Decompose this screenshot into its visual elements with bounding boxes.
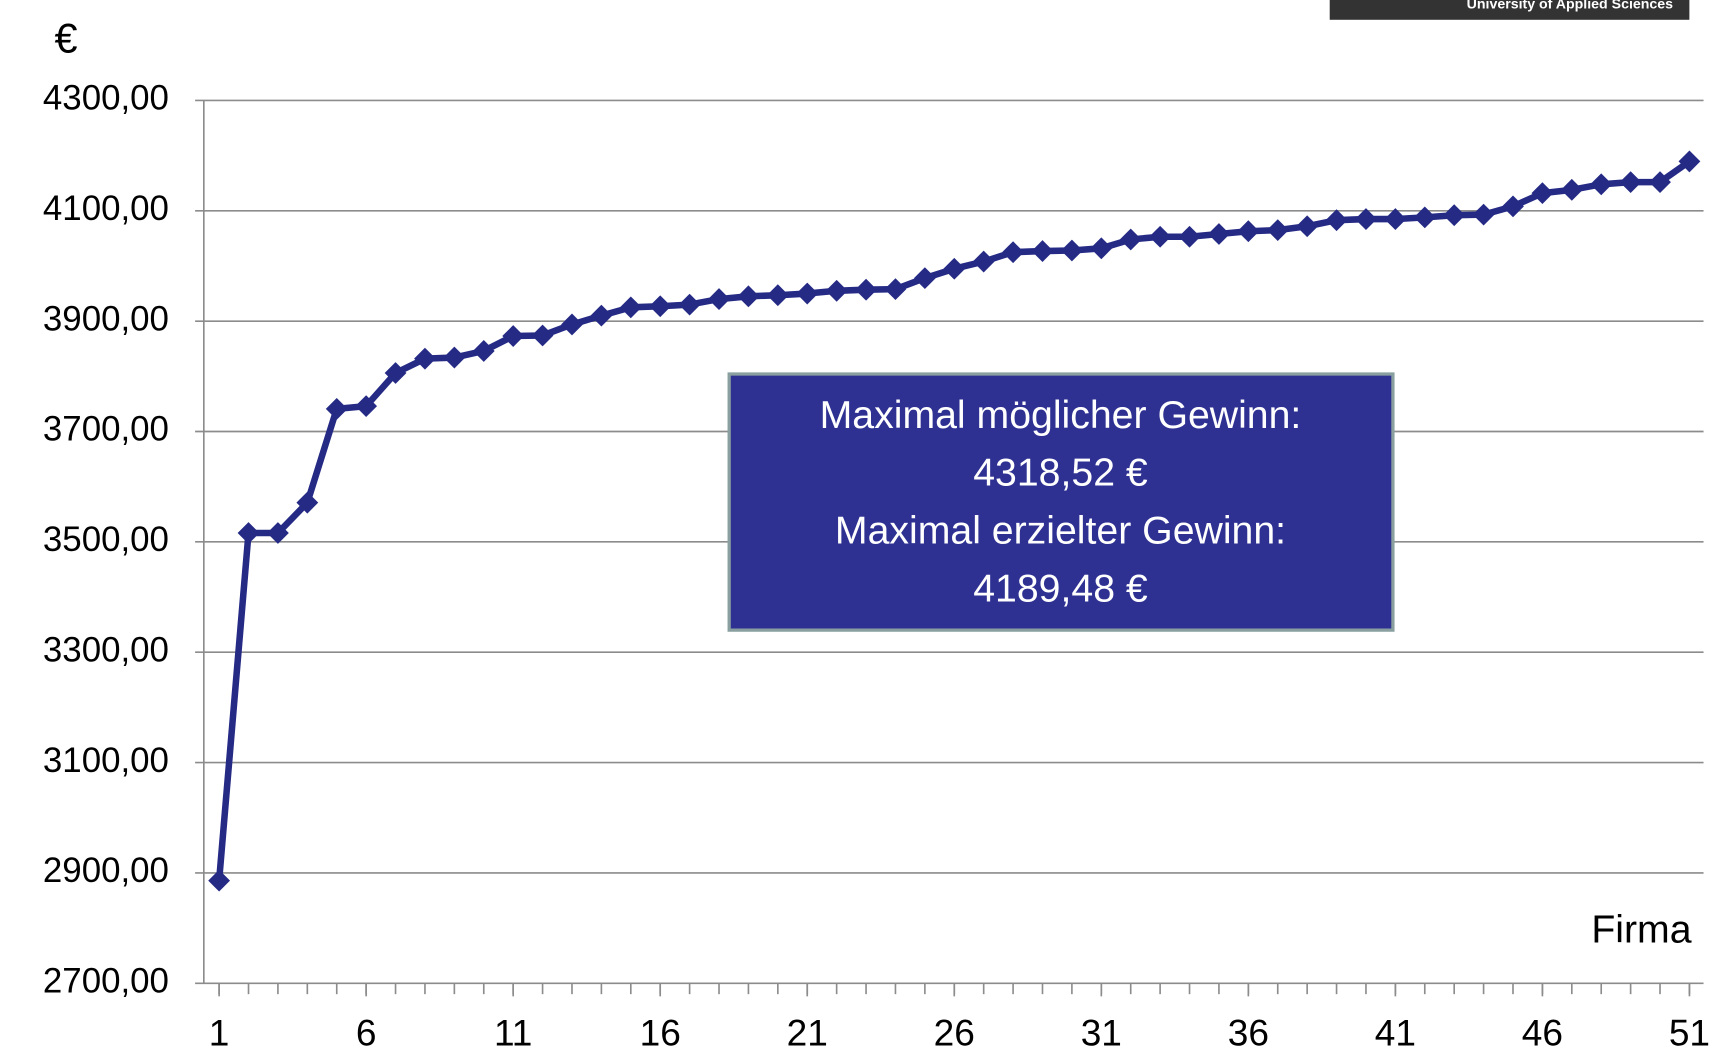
marker bbox=[943, 257, 966, 280]
x-tick-label: 36 bbox=[1228, 1011, 1269, 1053]
marker bbox=[1237, 220, 1260, 243]
marker bbox=[325, 397, 348, 420]
marker bbox=[1472, 203, 1495, 226]
x-tick-label: 6 bbox=[356, 1011, 377, 1053]
marker bbox=[619, 296, 642, 319]
x-tick-label: 11 bbox=[494, 1011, 532, 1053]
marker bbox=[1325, 209, 1348, 232]
annotation: Maximal möglicher Gewinn: 4318,52 € Maxima… bbox=[820, 393, 1302, 610]
y-tick-label: 3500,00 bbox=[43, 520, 169, 559]
marker bbox=[1678, 150, 1701, 173]
x-tick-label: 46 bbox=[1522, 1011, 1563, 1053]
marker bbox=[1208, 223, 1230, 245]
marker bbox=[1560, 178, 1583, 201]
y-tick-label: 3300,00 bbox=[43, 630, 169, 669]
marker bbox=[766, 284, 789, 307]
marker bbox=[1619, 171, 1642, 193]
marker bbox=[649, 295, 672, 318]
marker bbox=[913, 267, 936, 290]
x-tick-label: 16 bbox=[640, 1011, 681, 1053]
marker bbox=[1060, 239, 1083, 262]
marker bbox=[737, 285, 760, 308]
marker bbox=[1296, 215, 1319, 238]
marker bbox=[1119, 228, 1142, 251]
marker bbox=[502, 325, 525, 347]
x-tick-label: 21 bbox=[787, 1011, 828, 1053]
marker bbox=[708, 288, 730, 310]
marker bbox=[825, 279, 848, 302]
x-tick-label: 41 bbox=[1375, 1011, 1416, 1053]
x-axis-label: Firma bbox=[1591, 907, 1691, 951]
logo bbox=[1329, 0, 1690, 20]
marker bbox=[1531, 182, 1554, 205]
y-tick-label: 4300,00 bbox=[43, 79, 169, 118]
y-tick-label: 2700,00 bbox=[43, 961, 169, 1000]
x-tick-label: 26 bbox=[934, 1011, 975, 1053]
marker bbox=[1031, 240, 1054, 262]
y-tick-label: 2900,00 bbox=[43, 851, 169, 890]
marker bbox=[1502, 195, 1524, 218]
y-tick-label: 3100,00 bbox=[43, 741, 169, 780]
y-axis-label: € bbox=[54, 16, 77, 62]
marker bbox=[855, 278, 877, 301]
x-tick-label: 51 bbox=[1669, 1011, 1709, 1053]
y-tick-label: 3700,00 bbox=[43, 410, 169, 449]
marker bbox=[1355, 208, 1377, 230]
marker bbox=[1149, 225, 1172, 248]
marker bbox=[1384, 208, 1407, 230]
marker bbox=[531, 324, 554, 347]
marker bbox=[1590, 173, 1613, 196]
y-tick-label: 4100,00 bbox=[43, 189, 169, 228]
marker bbox=[1002, 241, 1024, 264]
annotation-box bbox=[727, 372, 1395, 632]
marker bbox=[355, 395, 378, 418]
logo-text: University of Applied Sciences bbox=[1467, 0, 1674, 12]
marker bbox=[561, 313, 583, 336]
marker bbox=[678, 293, 701, 316]
marker bbox=[796, 282, 819, 305]
marker bbox=[1266, 219, 1289, 242]
marker bbox=[1649, 171, 1671, 193]
marker bbox=[972, 250, 995, 273]
marker bbox=[384, 362, 407, 384]
marker bbox=[1413, 206, 1436, 229]
marker bbox=[884, 278, 907, 301]
annotation-line: 4318,52 € bbox=[973, 451, 1148, 495]
marker bbox=[590, 304, 613, 327]
marker bbox=[1178, 225, 1201, 248]
x-tick-label: 1 bbox=[209, 1011, 230, 1053]
marker bbox=[1443, 204, 1466, 227]
y-tick-label: 3900,00 bbox=[43, 299, 169, 338]
marker bbox=[237, 522, 260, 544]
marker bbox=[267, 522, 289, 544]
annotation-line: 4189,48 € bbox=[973, 566, 1148, 610]
marker bbox=[414, 347, 436, 370]
annotation-line: Maximal möglicher Gewinn: bbox=[820, 393, 1302, 437]
marker bbox=[472, 340, 495, 362]
x-tick-label: 31 bbox=[1081, 1011, 1122, 1053]
marker bbox=[1090, 237, 1113, 260]
annotation-line: Maximal erzielter Gewinn: bbox=[835, 508, 1286, 552]
marker bbox=[443, 346, 466, 369]
marker bbox=[296, 491, 319, 514]
